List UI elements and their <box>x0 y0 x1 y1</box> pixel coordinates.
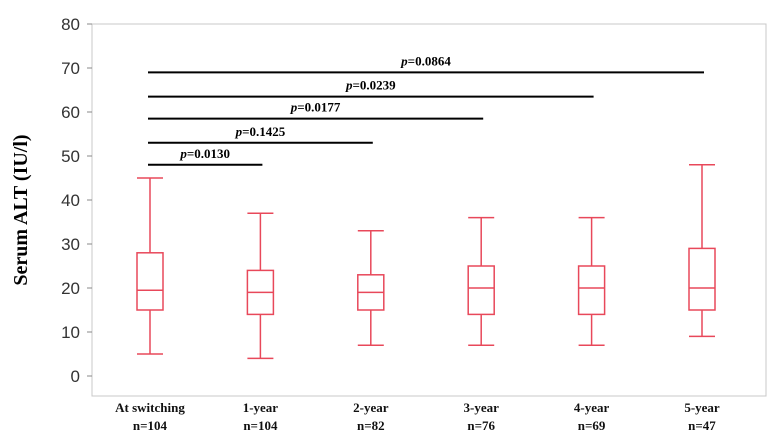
p-value-label: p=0.0239 <box>345 78 396 93</box>
x-category-label: 1-year <box>243 400 279 415</box>
p-value-text: =0.0130 <box>187 146 230 161</box>
y-axis-label: Serum ALT (IU/l) <box>10 134 32 285</box>
p-value-text: =0.0177 <box>297 100 341 115</box>
p-value-text: =0.1425 <box>242 124 286 139</box>
iqr-box <box>577 265 606 316</box>
x-category-label: 5-year <box>684 400 720 415</box>
p-value-text: =0.0239 <box>352 78 396 93</box>
comparison-bracket: p=0.1425 <box>148 124 373 144</box>
p-symbol: p <box>290 100 298 115</box>
x-category-count: n=104 <box>133 418 168 433</box>
p-value-label: p=0.0130 <box>179 146 230 161</box>
box-group <box>467 216 495 346</box>
p-value-label: p=0.1425 <box>235 124 286 139</box>
comparison-bracket: p=0.0130 <box>148 146 263 166</box>
y-tick-label: 60 <box>61 103 80 122</box>
box-series <box>136 164 716 360</box>
box-group <box>246 212 275 360</box>
y-tick-label: 30 <box>61 235 80 254</box>
y-tick-label: 80 <box>61 15 80 34</box>
iqr-box <box>688 247 716 311</box>
y-tick-label: 10 <box>61 323 80 342</box>
comparison-bracket: p=0.0177 <box>148 100 484 120</box>
x-category-count: n=69 <box>578 418 606 433</box>
p-symbol: p <box>345 78 353 93</box>
comparison-bracket: p=0.0239 <box>148 78 594 98</box>
plot-frame <box>91 23 767 397</box>
x-category-label: 4-year <box>574 400 610 415</box>
box-group <box>136 177 164 355</box>
x-category-count: n=82 <box>357 418 385 433</box>
p-value-label: p=0.0177 <box>290 100 341 115</box>
p-symbol: p <box>400 53 408 68</box>
y-tick-label: 70 <box>61 59 80 78</box>
iqr-box <box>467 265 495 316</box>
x-category-count: n=47 <box>688 418 716 433</box>
x-category-label: 3-year <box>464 400 500 415</box>
x-category-count: n=76 <box>467 418 495 433</box>
y-tick-label: 0 <box>71 367 80 386</box>
p-symbol: p <box>235 124 243 139</box>
y-tick-label: 20 <box>61 279 80 298</box>
box-group <box>357 230 385 346</box>
iqr-box <box>136 252 164 311</box>
y-tick-label: 50 <box>61 147 80 166</box>
y-axis: 0 10 20 30 40 50 60 70 80 <box>61 15 92 386</box>
x-category-count: n=104 <box>243 418 278 433</box>
comparison-bracket: p=0.0864 <box>148 53 704 74</box>
x-axis-labels: At switching n=104 1-year n=104 2-year n=82 3-… <box>115 400 720 433</box>
p-symbol: p <box>179 146 187 161</box>
x-category-label: At switching <box>115 400 185 415</box>
box-group <box>577 216 606 346</box>
x-category-label: 2-year <box>353 400 389 415</box>
box-group <box>688 164 716 338</box>
p-value-label: p=0.0864 <box>400 53 451 68</box>
y-tick-label: 40 <box>61 191 80 210</box>
p-value-text: =0.0864 <box>408 53 452 68</box>
